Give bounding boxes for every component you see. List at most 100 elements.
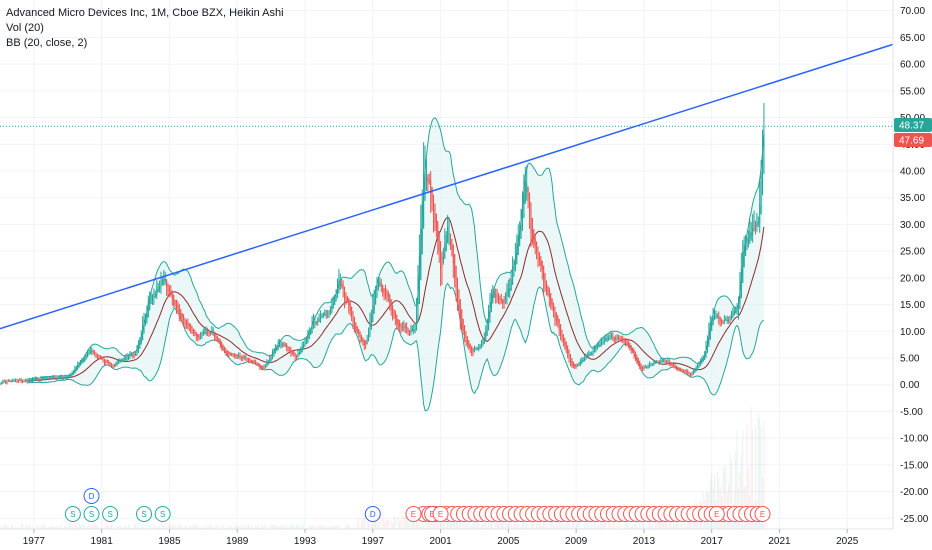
volume-bar <box>270 524 272 529</box>
candle-body <box>444 243 446 259</box>
candle-body <box>714 314 716 321</box>
candle-body <box>336 288 338 299</box>
candle-body <box>701 359 703 364</box>
volume-bar <box>383 518 385 529</box>
volume-bar <box>255 525 257 529</box>
trend-line[interactable] <box>0 43 894 330</box>
volume-bar <box>171 524 173 529</box>
volume-bar <box>571 522 573 529</box>
candle-body <box>64 376 66 378</box>
volume-bar <box>70 524 72 529</box>
candle-body <box>178 306 180 312</box>
bollinger-indicator-label[interactable]: BB (20, close, 2) <box>6 37 88 49</box>
candle-body <box>263 367 265 369</box>
candle-body <box>119 360 121 363</box>
candle-body <box>137 344 139 353</box>
volume-bar <box>109 527 111 529</box>
volume-bar <box>127 524 129 529</box>
candle-body <box>9 380 11 382</box>
volume-bar <box>10 524 12 529</box>
candle-body <box>315 322 317 324</box>
volume-bar <box>349 526 351 529</box>
volume-bar <box>238 527 240 529</box>
volume-bar <box>72 527 74 529</box>
volume-bar <box>324 526 326 529</box>
candle-body <box>740 267 742 299</box>
volume-bar <box>651 524 653 529</box>
volume-bar <box>88 525 90 529</box>
volume-indicator-label[interactable]: Vol (20) <box>6 22 44 34</box>
volume-bar <box>533 522 535 529</box>
volume-bar <box>256 526 258 529</box>
close-price-tag-bg <box>894 133 932 147</box>
volume-bar <box>68 524 70 529</box>
candle-body <box>636 354 638 361</box>
candle-body <box>284 344 286 346</box>
volume-bar <box>619 522 621 529</box>
candle-body <box>529 192 531 213</box>
volume-bar <box>363 516 365 529</box>
volume-bar <box>457 520 459 529</box>
candle-body <box>430 179 432 194</box>
volume-bar <box>442 518 444 529</box>
candle-body <box>746 241 748 251</box>
volume-bar <box>661 514 663 529</box>
candle-body <box>293 351 295 354</box>
volume-bar <box>471 526 473 529</box>
candle-body <box>389 295 391 304</box>
volume-bar <box>318 524 320 529</box>
candle-body <box>694 370 696 373</box>
candle-body <box>625 339 627 343</box>
volume-bar <box>667 527 669 529</box>
candle-body <box>451 239 453 250</box>
volume-bar <box>178 524 180 529</box>
close-price-tag: 47.69 <box>899 136 924 147</box>
candle-body <box>499 297 501 301</box>
volume-bar <box>67 527 69 529</box>
candle-body <box>541 260 543 271</box>
candle-body <box>678 367 680 370</box>
volume-bar <box>526 521 528 529</box>
candle-body <box>754 226 756 228</box>
candle-body <box>558 318 560 330</box>
volume-bar <box>153 524 155 529</box>
price-tick-label: 30.00 <box>900 220 925 231</box>
candle-body <box>33 379 35 381</box>
split-marker-label: S <box>160 510 165 519</box>
volume-bar <box>414 525 416 529</box>
volume-bar <box>506 519 508 529</box>
volume-bar <box>123 526 125 529</box>
candle-body <box>608 338 610 340</box>
volume-bar <box>545 527 547 529</box>
candle-body <box>89 350 91 354</box>
candle-body <box>640 363 642 369</box>
candle-body <box>688 371 690 374</box>
candle-body <box>346 296 348 301</box>
volume-bar <box>610 526 612 529</box>
volume-bar <box>82 524 84 529</box>
volume-bar <box>723 465 725 529</box>
volume-bar <box>279 526 281 529</box>
candle-body <box>200 336 202 338</box>
candle-body <box>572 361 574 367</box>
price-tick-label: 40.00 <box>900 166 925 177</box>
price-tick-label: 70.00 <box>900 6 925 17</box>
candle-body <box>536 241 538 252</box>
candle-body <box>733 310 735 316</box>
candle-body <box>377 280 379 291</box>
volume-bar <box>711 473 713 529</box>
candle-body <box>425 174 427 181</box>
time-axis[interactable]: 1977 1981 1985 1989 1993 1997 2001 2005 2009 2013… <box>23 529 859 547</box>
volume-bar <box>161 525 163 529</box>
candle-body <box>307 336 309 342</box>
volume-bar <box>0 525 1 529</box>
volume-bar <box>757 412 759 529</box>
symbol-title[interactable]: Advanced Micro Devices Inc, 1M, Cboe BZX… <box>6 7 284 19</box>
candle-body <box>132 355 134 357</box>
price-axis[interactable]: 70.0065.0060.0055.0050.0045.0040.0035.00… <box>900 6 929 525</box>
candle-body <box>255 361 257 363</box>
candle-body <box>260 365 262 368</box>
volume-bar <box>78 524 80 529</box>
volume-bar <box>658 519 660 529</box>
